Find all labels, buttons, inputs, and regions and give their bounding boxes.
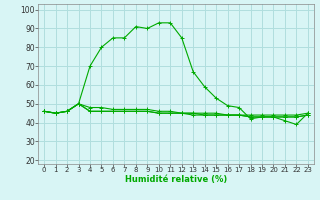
X-axis label: Humidité relative (%): Humidité relative (%) (125, 175, 227, 184)
